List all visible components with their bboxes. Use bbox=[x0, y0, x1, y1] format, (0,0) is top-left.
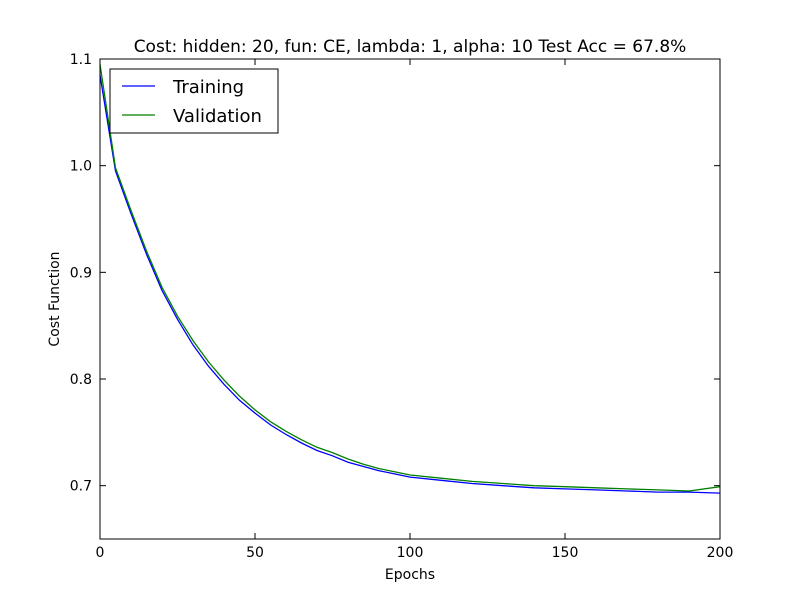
y-tick-label: 1.0 bbox=[70, 159, 92, 175]
x-tick-labels: 0 50 100 150 200 bbox=[96, 545, 734, 561]
legend-label-validation: Validation bbox=[173, 106, 262, 127]
y-tick-label: 1.1 bbox=[70, 52, 92, 68]
legend: Training Validation bbox=[109, 68, 279, 134]
legend-box bbox=[109, 68, 279, 134]
y-tick-labels: 0.7 0.8 0.9 1.0 1.1 bbox=[70, 52, 92, 495]
plot-frame bbox=[99, 58, 721, 540]
y-axis-label: Cost Function bbox=[47, 251, 63, 346]
legend-label-training: Training bbox=[172, 77, 244, 98]
series-layer bbox=[99, 64, 721, 494]
x-axis-label: Epochs bbox=[385, 567, 435, 583]
y-tick-label: 0.9 bbox=[70, 265, 92, 281]
chart-title: Cost: hidden: 20, fun: CE, lambda: 1, al… bbox=[134, 37, 687, 57]
x-tick-label: 0 bbox=[96, 545, 105, 561]
x-tick-label: 100 bbox=[397, 545, 424, 561]
x-tick-label: 50 bbox=[246, 545, 264, 561]
series-line-validation bbox=[99, 64, 721, 492]
x-tick-label: 200 bbox=[707, 545, 734, 561]
y-tick-label: 0.8 bbox=[70, 372, 92, 388]
y-tick-label: 0.7 bbox=[70, 479, 92, 495]
series-line-training bbox=[99, 74, 721, 494]
plot-area bbox=[100, 59, 720, 539]
x-tick-label: 150 bbox=[552, 545, 579, 561]
